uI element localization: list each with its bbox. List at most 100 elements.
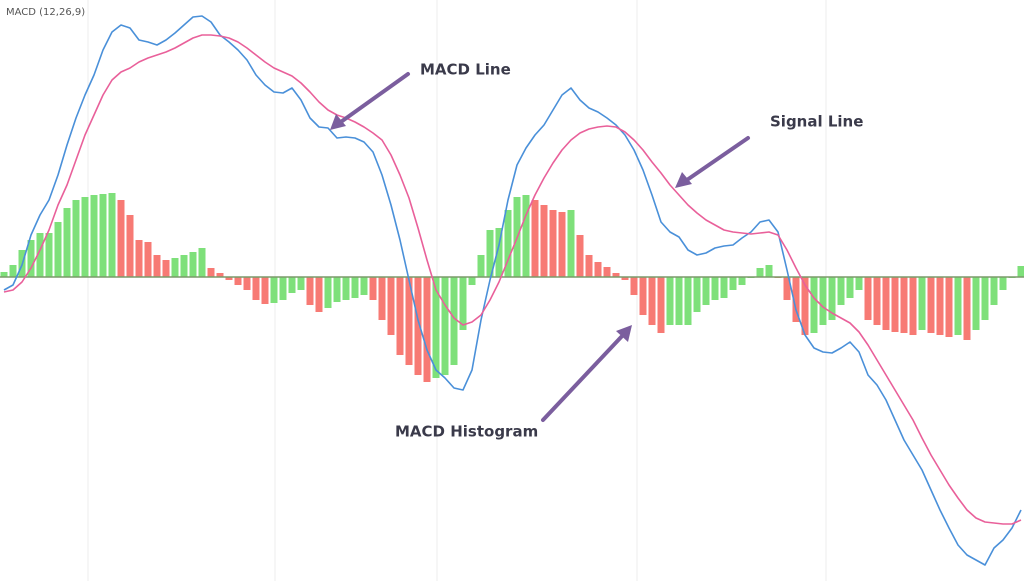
histogram-bar	[873, 277, 881, 325]
histogram-bar	[945, 277, 953, 337]
histogram-bar	[639, 277, 647, 315]
histogram-bar	[315, 277, 323, 312]
histogram	[0, 193, 1024, 382]
histogram-bar	[882, 277, 890, 330]
histogram-bar	[0, 272, 8, 277]
histogram-bar	[972, 277, 980, 330]
histogram-bar	[234, 277, 242, 285]
histogram-bar	[243, 277, 251, 290]
histogram-bar	[828, 277, 836, 320]
histogram-bar	[324, 277, 332, 308]
histogram-bar	[108, 193, 116, 277]
histogram-bar	[999, 277, 1007, 290]
arrow	[682, 136, 750, 184]
arrow-head	[616, 325, 632, 342]
histogram-bar	[909, 277, 917, 335]
histogram-bar	[180, 255, 188, 277]
histogram-bar	[81, 197, 89, 277]
histogram-bar	[261, 277, 269, 304]
histogram-bar	[531, 200, 539, 277]
arrow-head	[675, 172, 692, 188]
histogram-bar	[297, 277, 305, 290]
histogram-bar	[126, 215, 134, 277]
histogram-bar	[504, 210, 512, 277]
histogram-bar	[900, 277, 908, 333]
histogram-bar	[594, 262, 602, 277]
annotation: Signal Line	[770, 113, 863, 131]
histogram-bar	[144, 242, 152, 277]
histogram-bar	[927, 277, 935, 333]
histogram-bar	[279, 277, 287, 300]
series-line	[3, 15, 1022, 566]
histogram-bar	[567, 210, 575, 277]
histogram-bar	[729, 277, 737, 290]
histogram-bar	[333, 277, 341, 302]
histogram-bar	[63, 208, 71, 277]
histogram-bar	[117, 200, 125, 277]
histogram-bar	[765, 265, 773, 277]
histogram-bar	[684, 277, 692, 325]
histogram-bar	[171, 258, 179, 277]
histogram-bar	[954, 277, 962, 335]
histogram-bar	[621, 277, 629, 280]
histogram-bar	[441, 277, 449, 375]
histogram-bar	[846, 277, 854, 298]
annotations: MACD Line Signal Line MACD Histogram	[330, 61, 863, 441]
histogram-bar	[702, 277, 710, 305]
histogram-bar	[558, 212, 566, 277]
histogram-bar	[99, 194, 107, 277]
arrow	[336, 72, 410, 126]
histogram-bar	[738, 277, 746, 285]
histogram-bar	[612, 273, 620, 277]
histogram-bar	[9, 265, 17, 277]
histogram-bar	[90, 195, 98, 277]
histogram-bar	[783, 277, 791, 300]
histogram-bar	[162, 260, 170, 277]
histogram-bar	[477, 255, 485, 277]
histogram-bar	[459, 277, 467, 330]
histogram-bar	[540, 205, 548, 277]
histogram-bar	[252, 277, 260, 300]
histogram-bar	[189, 252, 197, 277]
histogram-bar	[378, 277, 386, 320]
histogram-bar	[216, 273, 224, 277]
histogram-bar	[837, 277, 845, 305]
histogram-bar	[855, 277, 863, 290]
histogram-bar	[630, 277, 638, 295]
histogram-bar	[306, 277, 314, 305]
histogram-bar	[468, 277, 476, 285]
histogram-bar	[387, 277, 395, 335]
histogram-bar	[963, 277, 971, 340]
histogram-bar	[45, 233, 53, 277]
histogram-bar	[414, 277, 422, 375]
lines	[3, 15, 1022, 566]
arrow	[541, 332, 626, 422]
histogram-bar	[153, 255, 161, 277]
histogram-bar	[648, 277, 656, 325]
histogram-bar	[54, 222, 62, 277]
histogram-bar	[918, 277, 926, 330]
histogram-bar	[135, 240, 143, 277]
histogram-bar	[207, 268, 215, 277]
histogram-bar	[432, 277, 440, 378]
series-line	[3, 34, 1022, 525]
histogram-bar	[756, 268, 764, 277]
histogram-bar	[657, 277, 665, 333]
histogram-bar	[603, 267, 611, 277]
histogram-bar	[522, 195, 530, 277]
histogram-bar	[450, 277, 458, 365]
histogram-bar	[360, 277, 368, 295]
histogram-bar	[351, 277, 359, 298]
histogram-bar	[405, 277, 413, 365]
histogram-bar	[72, 200, 80, 277]
chart-title: MACD (12,26,9)	[6, 7, 85, 18]
histogram-bar	[576, 235, 584, 277]
histogram-bar	[864, 277, 872, 320]
histogram-bar	[720, 277, 728, 298]
histogram-bar	[792, 277, 800, 322]
histogram-bar	[1017, 266, 1024, 277]
histogram-bar	[198, 248, 206, 277]
histogram-bar	[693, 277, 701, 312]
histogram-bar	[810, 277, 818, 333]
